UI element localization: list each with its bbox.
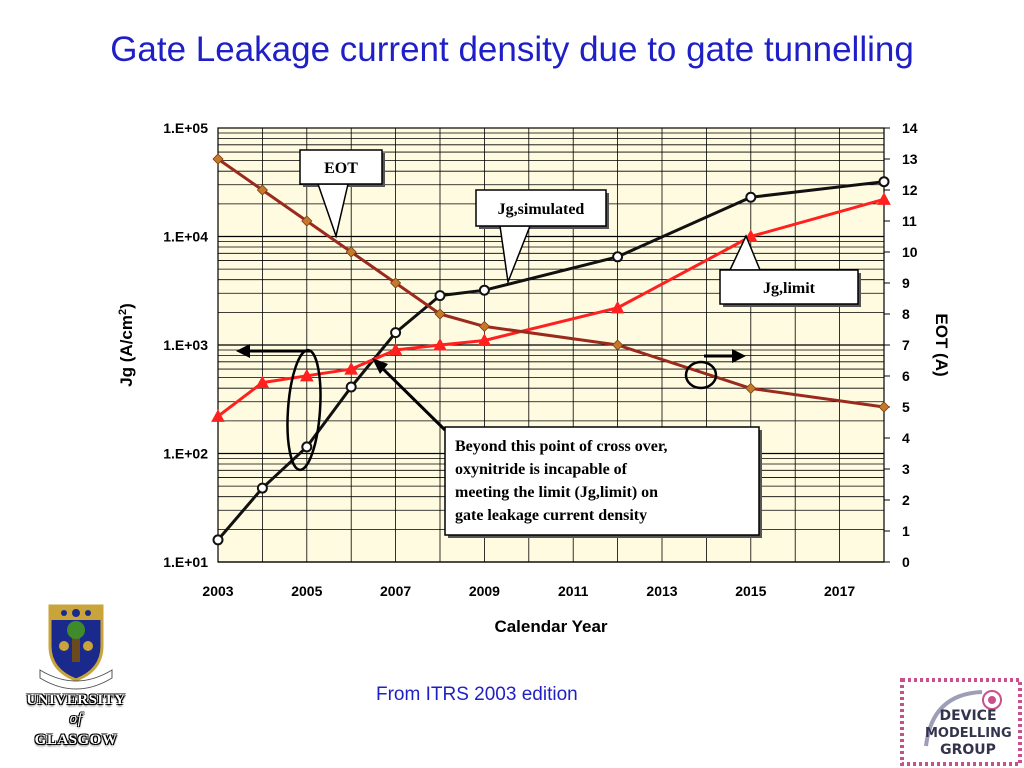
eot-point (390, 277, 402, 289)
crossover-note-line: meeting the limit (Jg,limit) on (455, 484, 658, 501)
x-tick-label: 2011 (558, 583, 589, 599)
y-left-axis-title-tail: ) (117, 303, 136, 309)
y-left-axis-title: Jg (A/cm2) (117, 303, 136, 387)
x-tick-label: 2013 (646, 583, 677, 599)
y-left-axis-title-sup: 2 (117, 309, 129, 315)
eot-point (256, 184, 268, 196)
jg-limit-point (255, 375, 270, 389)
y-right-tick-label: 10 (902, 244, 918, 260)
jg-limit-point (388, 342, 403, 356)
y-right-tick-label: 6 (902, 368, 910, 384)
eot-point (878, 401, 890, 413)
y-left-tick-label: 1.E+05 (163, 120, 208, 136)
crossover-pointer-head (372, 358, 388, 374)
crossover-note-box (444, 426, 760, 536)
x-tick-label: 2005 (291, 583, 322, 599)
left-axis-indicator-arrowhead (236, 344, 250, 358)
y-left-tick-label: 1.E+04 (163, 229, 208, 245)
jg-simulated-callout-box (475, 189, 607, 227)
jg-limit-line (217, 197, 885, 418)
y-right-tick-label: 14 (902, 120, 918, 136)
crossover-note-line: gate leakage current density (455, 507, 647, 524)
x-tick-label: 2017 (824, 583, 855, 599)
jg-limit-callout-box (719, 269, 859, 305)
x-tick-label: 2003 (202, 583, 233, 599)
jg-limit-callout-label: Jg,limit (763, 280, 816, 297)
eot-callout-label: EOT (324, 160, 358, 177)
x-axis-title: Calendar Year (494, 617, 607, 636)
jg-simulated-point (434, 290, 446, 302)
jg-simulated-point (256, 482, 268, 494)
jg-simulated-callout-label: Jg,simulated (498, 201, 585, 218)
right-axis-indicator-ellipse (684, 360, 718, 390)
slide-title: Gate Leakage current density due to gate… (110, 30, 914, 69)
y-left-tick-label: 1.E+02 (163, 446, 208, 462)
x-tick-label: 2015 (735, 583, 766, 599)
y-right-tick-label: 8 (902, 306, 910, 322)
jg-simulated-point (390, 327, 402, 339)
eot-point (612, 339, 624, 351)
jg-limit-point (877, 192, 891, 205)
jg-simulated-point (745, 191, 757, 203)
university-name-line3: GLASGOW (34, 732, 118, 748)
y-right-tick-label: 11 (902, 213, 917, 229)
y-right-tick-label: 0 (902, 554, 910, 570)
jg-limit-point (211, 409, 225, 422)
eot-line (217, 157, 885, 409)
x-tick-label: 2007 (380, 583, 411, 599)
y-right-tick-label: 9 (902, 275, 910, 291)
source-note: From ITRS 2003 edition (376, 684, 578, 705)
y-right-tick-label: 5 (902, 399, 910, 415)
crossover-note-line: Beyond this point of cross over, (455, 438, 667, 455)
y-right-tick-label: 2 (902, 492, 910, 508)
jg-limit-point (477, 333, 492, 347)
jg-simulated-point (345, 381, 357, 393)
device-modelling-group-logo (900, 678, 1022, 766)
jg-limit-point (299, 368, 314, 382)
eot-callout-box (299, 149, 383, 185)
group-name-line1: DEVICE (939, 708, 997, 724)
right-axis-indicator-arrowhead (732, 349, 746, 363)
crossover-pointer-line (376, 362, 447, 432)
group-name-line3: GROUP (940, 742, 996, 758)
group-name-line2: MODELLING (925, 726, 1012, 741)
y-right-tick-label: 3 (902, 461, 910, 477)
eot-point (301, 215, 313, 227)
y-right-tick-label: 4 (902, 430, 910, 446)
y-right-tick-label: 7 (902, 337, 910, 353)
y-right-tick-label: 13 (902, 151, 918, 167)
crossover-note-line: oxynitride is incapable of (455, 461, 628, 478)
y-left-axis-title-main: Jg (A/cm (117, 315, 136, 387)
jg-simulated-point (478, 284, 490, 296)
jg-simulated-point (612, 251, 624, 263)
university-name-line1: UNIVERSITY (26, 692, 126, 708)
university-crest-logo (39, 604, 113, 690)
jg-simulated-line (216, 180, 885, 541)
eot-point (745, 382, 757, 394)
jg-limit-point (344, 362, 359, 375)
eot-point (212, 153, 224, 165)
jg-limit-point (610, 300, 625, 314)
y-left-tick-label: 1.E+03 (163, 337, 208, 353)
y-right-tick-label: 1 (902, 523, 910, 539)
eot-point (345, 246, 357, 258)
y-right-axis-title: EOT (A) (932, 313, 951, 376)
eot-point (434, 308, 446, 320)
y-left-tick-label: 1.E+01 (163, 554, 208, 570)
jg-simulated-point (878, 176, 890, 188)
x-tick-label: 2009 (469, 583, 500, 599)
jg-limit-point (433, 337, 447, 351)
y-right-tick-label: 12 (902, 182, 918, 198)
eot-point (478, 320, 490, 332)
university-name-line2: of (69, 711, 83, 727)
jg-simulated-point (301, 441, 313, 453)
jg-simulated-point (212, 534, 224, 546)
